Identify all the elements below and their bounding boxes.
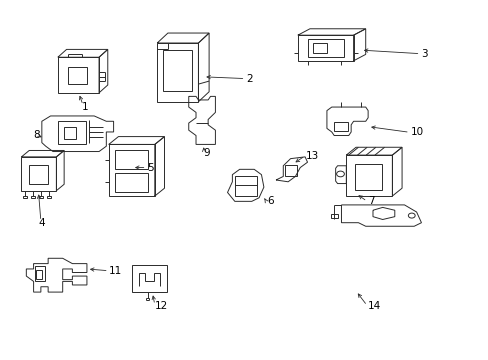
Bar xyxy=(297,35,353,61)
Bar xyxy=(46,195,50,198)
Bar xyxy=(64,127,76,139)
Bar xyxy=(31,195,35,198)
Text: 14: 14 xyxy=(367,301,381,311)
Bar xyxy=(307,40,343,57)
Bar xyxy=(23,195,27,198)
Bar xyxy=(330,214,337,218)
Bar xyxy=(163,50,192,91)
Bar xyxy=(346,155,391,196)
Text: 3: 3 xyxy=(421,49,427,59)
Bar xyxy=(132,265,166,292)
Text: 8: 8 xyxy=(34,130,40,140)
Text: 9: 9 xyxy=(203,148,209,158)
Bar xyxy=(313,43,326,53)
Text: 11: 11 xyxy=(108,266,122,276)
Text: 6: 6 xyxy=(267,196,273,206)
Text: 13: 13 xyxy=(305,151,319,161)
Text: 4: 4 xyxy=(39,218,45,228)
Bar xyxy=(35,266,45,281)
Bar xyxy=(58,121,86,144)
Bar xyxy=(114,150,147,169)
Bar xyxy=(234,176,256,196)
Bar xyxy=(333,122,347,131)
Text: 2: 2 xyxy=(245,73,252,84)
Bar xyxy=(21,157,56,191)
Text: 10: 10 xyxy=(409,127,423,137)
Text: 1: 1 xyxy=(82,102,88,112)
Bar xyxy=(114,173,147,192)
Bar xyxy=(284,165,296,176)
Bar xyxy=(39,195,43,198)
Text: 12: 12 xyxy=(155,301,168,311)
Bar xyxy=(108,144,155,196)
Text: 7: 7 xyxy=(367,196,374,206)
Text: 5: 5 xyxy=(147,163,154,172)
Bar xyxy=(36,270,42,279)
Bar xyxy=(67,67,87,84)
Bar xyxy=(157,43,198,102)
Bar xyxy=(29,165,47,184)
Bar xyxy=(58,57,99,93)
Bar xyxy=(354,164,381,190)
